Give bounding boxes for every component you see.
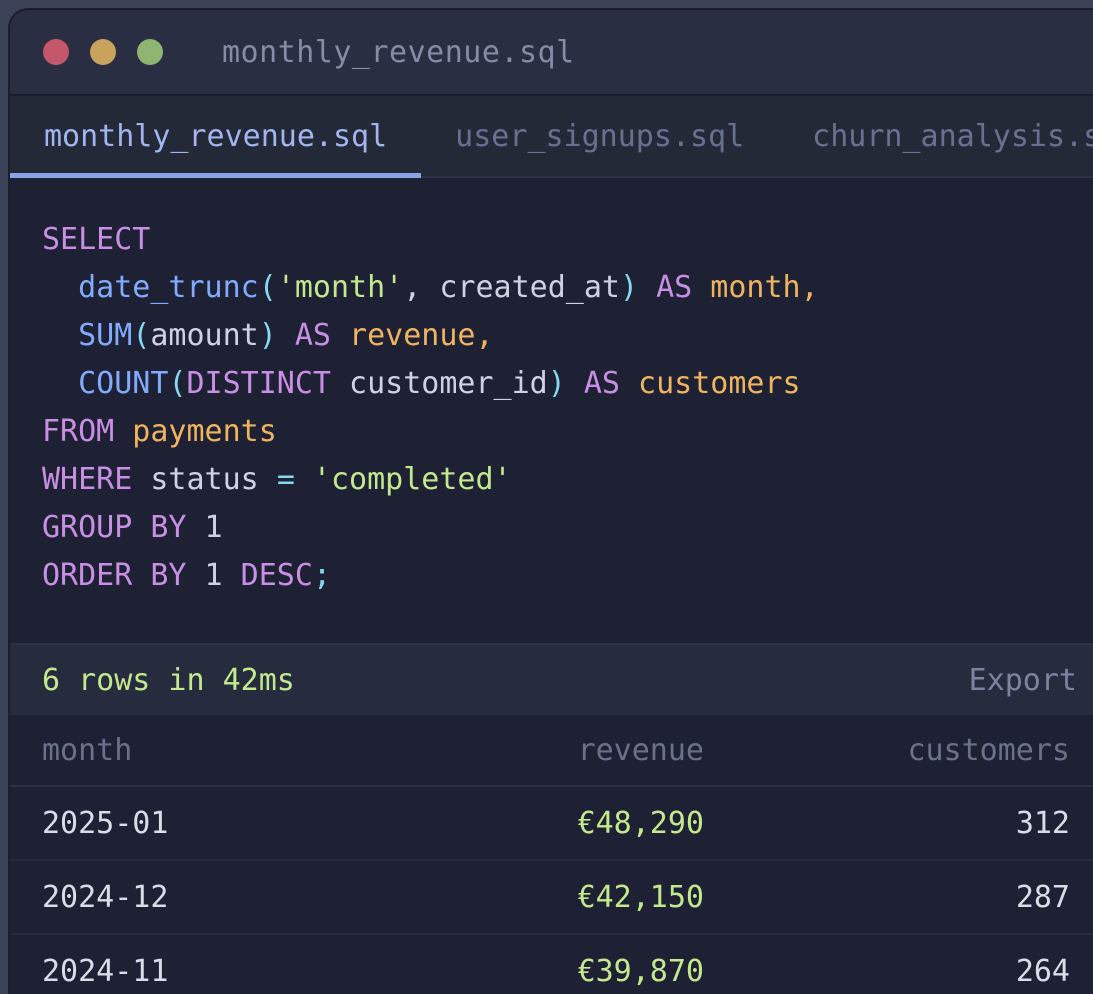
- code-token: 1: [186, 558, 223, 593]
- code-token: (: [168, 366, 187, 401]
- cell-month: 2025-01: [42, 805, 169, 841]
- code-token: 1: [186, 510, 223, 545]
- code-token: SUM: [42, 318, 133, 353]
- zoom-button[interactable]: [137, 39, 163, 65]
- cell-customers: 264: [1015, 953, 1070, 989]
- code-line: COUNT(DISTINCT customer_id) AS customers: [42, 360, 1093, 408]
- code-token: ): [258, 318, 277, 353]
- code-line: FROM payments: [42, 408, 1093, 456]
- tab-bar: monthly_revenue.sql user_signups.sql churn…: [10, 96, 1093, 178]
- code-token: date_trunc: [42, 270, 259, 305]
- result-summary: 6 rows in 42ms: [42, 662, 295, 698]
- code-token: customer_id: [331, 366, 548, 401]
- code-token: 'month': [276, 270, 404, 305]
- code-token: WHERE: [42, 462, 133, 497]
- code-token: COUNT: [42, 366, 169, 401]
- code-token: AS: [565, 366, 620, 401]
- table-row: 2024-11 €39,870 264: [10, 935, 1093, 994]
- code-line: GROUP BY 1: [42, 504, 1093, 552]
- code-token: (: [132, 318, 151, 353]
- export-button[interactable]: Export: [968, 662, 1077, 698]
- cell-month: 2024-12: [42, 879, 169, 915]
- column-header-month: month: [42, 732, 133, 768]
- cell-month: 2024-11: [42, 953, 169, 989]
- titlebar: monthly_revenue.sql: [10, 10, 1093, 96]
- code-token: , created_at: [403, 270, 620, 305]
- code-token: =: [276, 462, 295, 497]
- code-token: SELECT: [42, 222, 151, 257]
- tab-user_signups.sql[interactable]: user_signups.sql: [455, 118, 745, 154]
- code-token: (: [258, 270, 277, 305]
- table-row: 2025-01 €48,290 312: [10, 787, 1093, 861]
- code-token: payments: [114, 414, 277, 449]
- code-token: 'completed': [294, 462, 512, 497]
- code-line: SELECT: [42, 216, 1093, 264]
- cell-revenue: €39,870: [577, 953, 704, 989]
- code-token: ): [547, 366, 566, 401]
- code-token: DISTINCT: [186, 366, 332, 401]
- code-token: ORDER BY: [42, 558, 187, 593]
- code-line: date_trunc('month', created_at) AS month…: [42, 264, 1093, 312]
- minimize-button[interactable]: [90, 39, 116, 65]
- code-token: GROUP BY: [42, 510, 187, 545]
- code-editor[interactable]: SELECT date_trunc('month', created_at) A…: [10, 178, 1093, 643]
- code-line: WHERE status = 'completed': [42, 456, 1093, 504]
- cell-revenue: €48,290: [577, 805, 704, 841]
- tab-monthly_revenue.sql[interactable]: monthly_revenue.sql: [10, 96, 422, 178]
- code-line: ORDER BY 1 DESC;: [42, 552, 1093, 600]
- traffic-lights: [43, 39, 163, 65]
- code-token: FROM: [42, 414, 115, 449]
- results-table: month revenue customers 2025-01 €48,290 312 2…: [10, 715, 1093, 994]
- status-bar: 6 rows in 42ms Export: [10, 643, 1093, 715]
- code-token: ): [620, 270, 639, 305]
- table-row: 2024-12 €42,150 287: [10, 861, 1093, 935]
- code-token: AS: [638, 270, 693, 305]
- cell-revenue: €42,150: [577, 879, 704, 915]
- code-token: AS: [276, 318, 331, 353]
- cell-customers: 287: [1015, 879, 1070, 915]
- code-token: revenue,: [331, 318, 494, 353]
- results-header-row: month revenue customers: [10, 715, 1093, 787]
- close-button[interactable]: [43, 39, 69, 65]
- code-token: amount: [150, 318, 259, 353]
- window-title: monthly_revenue.sql: [222, 34, 575, 70]
- code-token: month,: [692, 270, 819, 305]
- column-header-customers: customers: [907, 732, 1070, 768]
- code-line: SUM(amount) AS revenue,: [42, 312, 1093, 360]
- results-body: 2025-01 €48,290 312 2024-12 €42,150 287 2024-1…: [10, 787, 1093, 994]
- code-token: DESC: [222, 558, 313, 593]
- code-token: ;: [312, 558, 331, 593]
- code-token: customers: [620, 366, 801, 401]
- column-header-revenue: revenue: [577, 732, 704, 768]
- tab-churn_analysis.s[interactable]: churn_analysis.s: [812, 118, 1093, 154]
- code-token: status: [132, 462, 277, 497]
- cell-customers: 312: [1015, 805, 1070, 841]
